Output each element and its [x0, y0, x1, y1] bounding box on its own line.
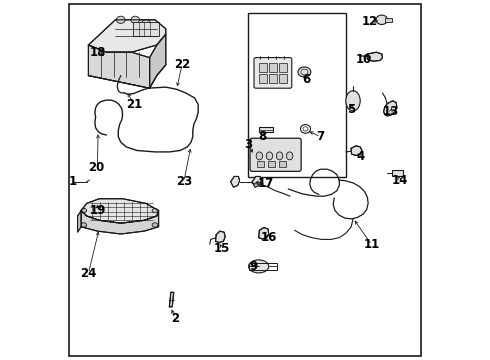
Polygon shape — [368, 52, 383, 61]
Ellipse shape — [152, 208, 158, 213]
Text: 21: 21 — [126, 98, 142, 111]
Bar — [269, 63, 277, 72]
Text: 6: 6 — [302, 73, 310, 86]
Bar — [133, 22, 159, 36]
FancyBboxPatch shape — [254, 58, 292, 88]
Bar — [259, 74, 268, 83]
Text: 14: 14 — [392, 174, 408, 186]
Ellipse shape — [376, 15, 388, 24]
Text: 8: 8 — [258, 130, 267, 143]
Ellipse shape — [81, 208, 87, 213]
Text: 10: 10 — [356, 53, 372, 66]
Bar — [259, 127, 273, 132]
Ellipse shape — [117, 16, 125, 23]
Polygon shape — [81, 199, 159, 223]
Text: 9: 9 — [249, 260, 258, 273]
Text: 3: 3 — [245, 138, 253, 150]
Text: 11: 11 — [364, 238, 380, 251]
Ellipse shape — [152, 223, 158, 227]
Ellipse shape — [286, 152, 293, 160]
Text: 1: 1 — [69, 175, 77, 188]
Text: 2: 2 — [171, 312, 179, 325]
Ellipse shape — [266, 152, 273, 160]
Text: 24: 24 — [80, 267, 97, 280]
Text: 20: 20 — [89, 161, 105, 174]
Bar — [259, 63, 268, 72]
Text: 23: 23 — [176, 175, 192, 188]
Text: 19: 19 — [89, 204, 105, 217]
Text: 15: 15 — [214, 242, 230, 255]
Text: 5: 5 — [347, 103, 355, 116]
Polygon shape — [252, 176, 261, 187]
Text: 17: 17 — [258, 177, 274, 190]
Text: 4: 4 — [356, 150, 365, 163]
Bar — [268, 161, 275, 167]
Bar — [279, 74, 288, 83]
Bar — [392, 170, 403, 176]
Polygon shape — [88, 20, 166, 52]
Ellipse shape — [256, 152, 263, 160]
Bar — [248, 13, 346, 177]
Polygon shape — [259, 228, 269, 239]
Ellipse shape — [81, 223, 87, 227]
Polygon shape — [216, 231, 225, 243]
Text: 7: 7 — [317, 130, 325, 143]
Bar — [385, 18, 392, 22]
Bar — [269, 74, 277, 83]
Text: 22: 22 — [174, 58, 190, 71]
Text: 12: 12 — [362, 15, 378, 28]
Ellipse shape — [346, 91, 360, 111]
Bar — [248, 263, 277, 270]
Polygon shape — [170, 292, 174, 307]
Text: 18: 18 — [90, 46, 106, 59]
Polygon shape — [88, 45, 149, 88]
Polygon shape — [384, 101, 397, 116]
Ellipse shape — [131, 16, 140, 23]
Polygon shape — [231, 176, 240, 187]
Ellipse shape — [142, 20, 150, 27]
Polygon shape — [351, 146, 362, 156]
Text: 16: 16 — [260, 231, 276, 244]
Polygon shape — [149, 34, 166, 88]
Polygon shape — [77, 211, 81, 232]
Ellipse shape — [276, 152, 283, 160]
Ellipse shape — [248, 260, 269, 273]
Bar — [279, 63, 288, 72]
Text: 13: 13 — [383, 105, 399, 118]
Bar — [279, 161, 286, 167]
Polygon shape — [81, 211, 159, 234]
FancyBboxPatch shape — [250, 138, 301, 171]
Bar — [257, 161, 265, 167]
Ellipse shape — [298, 67, 311, 77]
